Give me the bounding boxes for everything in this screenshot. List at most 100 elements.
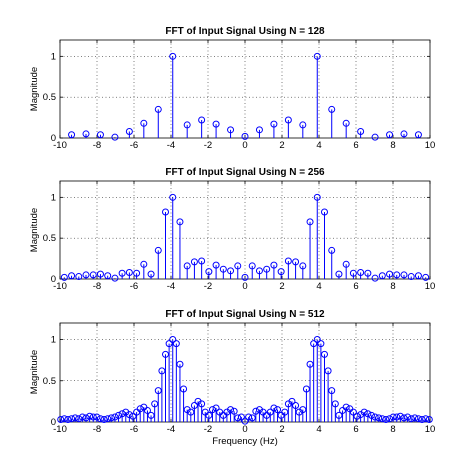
- stem-marker: [162, 208, 170, 216]
- stem-marker: [335, 411, 343, 419]
- stem-marker: [227, 126, 235, 134]
- stem-marker: [248, 262, 256, 270]
- stem-marker: [198, 116, 206, 124]
- stem-marker: [205, 268, 213, 276]
- stem-marker: [310, 340, 318, 348]
- stem-marker: [234, 414, 242, 422]
- stem-marker: [93, 413, 101, 421]
- stem-marker: [288, 397, 296, 405]
- stem-marker: [371, 133, 379, 141]
- x-tick-label: -10: [53, 424, 67, 435]
- stem-marker: [328, 105, 336, 113]
- x-tick-label: 4: [316, 140, 321, 151]
- stem-marker: [270, 120, 278, 128]
- x-tick-label: -6: [130, 281, 138, 292]
- stem-marker: [68, 272, 76, 280]
- stem-marker: [277, 268, 285, 276]
- stem-marker: [169, 336, 177, 343]
- y-tick-label: 0: [51, 133, 56, 144]
- y-tick-label: 1: [51, 335, 56, 346]
- stem-marker: [270, 261, 278, 269]
- stem-marker: [212, 120, 220, 128]
- y-tick-label: 0.5: [43, 376, 56, 387]
- stem-marker: [241, 273, 249, 281]
- y-tick-label: 0.5: [43, 92, 56, 103]
- stem-marker: [125, 411, 133, 419]
- stem-marker: [118, 410, 126, 418]
- stem-marker: [320, 350, 328, 358]
- x-axis-label: Frequency (Hz): [212, 436, 277, 447]
- stem-marker: [281, 408, 289, 416]
- stem-marker: [422, 415, 430, 423]
- stem-marker: [378, 272, 386, 280]
- stem-marker: [96, 270, 104, 278]
- stem-marker: [82, 130, 90, 138]
- stem-marker: [393, 413, 401, 421]
- y-tick-label: 1: [51, 51, 56, 62]
- stem-marker: [64, 416, 72, 424]
- x-tick-label: 8: [390, 140, 395, 151]
- stem-marker: [158, 367, 166, 375]
- stem-marker: [227, 267, 235, 275]
- y-axis-label: Magnitude: [29, 208, 40, 252]
- stem-marker: [400, 130, 408, 138]
- x-tick-label: 2: [279, 281, 284, 292]
- stem-marker: [414, 131, 422, 139]
- stem-marker: [227, 406, 235, 414]
- stem-marker: [386, 415, 394, 423]
- stem-marker: [342, 260, 350, 268]
- stem-marker: [60, 415, 68, 423]
- x-tick-label: 4: [316, 281, 321, 292]
- stem-marker: [425, 416, 433, 424]
- stem-marker: [349, 408, 357, 416]
- stem-marker: [154, 246, 162, 254]
- x-tick-label: -6: [130, 424, 138, 435]
- x-tick-label: 0: [242, 281, 247, 292]
- x-tick-label: -4: [167, 281, 175, 292]
- stem-marker: [255, 126, 263, 134]
- stem-marker: [270, 404, 278, 412]
- stem-marker: [172, 340, 180, 348]
- x-tick-label: 6: [353, 424, 358, 435]
- stem-marker: [284, 116, 292, 124]
- stem-marker: [75, 415, 83, 423]
- stem-marker: [411, 414, 419, 422]
- stem-marker: [234, 262, 242, 270]
- stem-marker: [107, 414, 115, 422]
- stem-marker: [306, 360, 314, 368]
- stem-marker: [328, 246, 336, 254]
- stem-marker: [357, 127, 365, 135]
- stem-marker: [176, 218, 184, 226]
- stem-marker: [154, 105, 162, 113]
- stem-marker: [299, 406, 307, 414]
- stem-marker: [237, 413, 245, 421]
- stem-marker: [400, 414, 408, 422]
- stem-marker: [219, 265, 227, 273]
- stem-marker: [331, 400, 339, 408]
- x-tick-label: 6: [353, 281, 358, 292]
- stem-marker: [386, 131, 394, 139]
- y-axis-label: Magnitude: [29, 67, 40, 111]
- stem-marker: [266, 408, 274, 416]
- stem-marker: [147, 411, 155, 419]
- x-tick-label: 8: [390, 281, 395, 292]
- stem-marker: [129, 412, 137, 420]
- x-tick-label: 2: [279, 140, 284, 151]
- stem-marker: [125, 127, 133, 135]
- stem-marker: [360, 408, 368, 416]
- stem-marker: [328, 387, 336, 395]
- x-tick-label: -10: [53, 281, 67, 292]
- stem-marker: [313, 336, 321, 343]
- chart-title: FFT of Input Signal Using N = 128: [165, 26, 325, 37]
- stem-marker: [342, 403, 350, 411]
- stem-marker: [190, 402, 198, 409]
- stem-marker: [313, 193, 321, 201]
- stem-marker: [414, 272, 422, 280]
- stem-marker: [292, 258, 300, 266]
- stem-marker: [187, 408, 195, 416]
- stem-marker: [169, 52, 177, 60]
- stem-marker: [317, 340, 325, 348]
- stem-marker: [104, 415, 112, 423]
- stem-marker: [367, 411, 375, 419]
